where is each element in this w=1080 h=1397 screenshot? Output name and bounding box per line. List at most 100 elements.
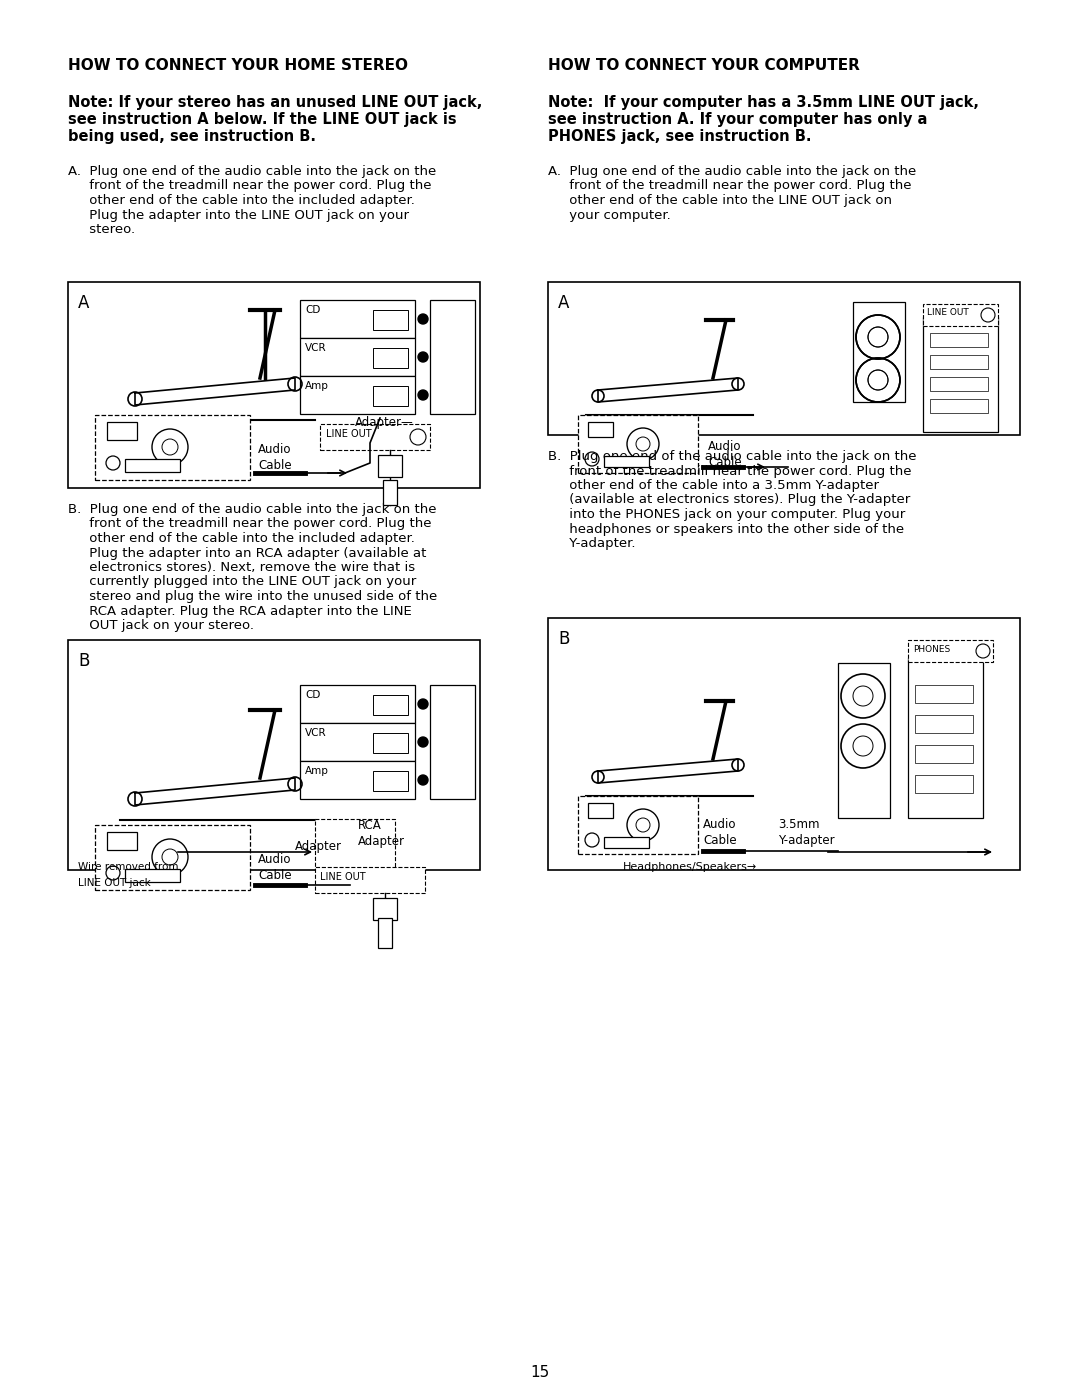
Bar — [320, 425, 430, 450]
Text: headphones or speakers into the other side of the: headphones or speakers into the other si… — [548, 522, 904, 535]
Bar — [95, 415, 249, 481]
Bar — [300, 338, 415, 376]
Text: Audio
Cable: Audio Cable — [703, 819, 737, 847]
Text: see instruction A below. If the LINE OUT jack is: see instruction A below. If the LINE OUT… — [68, 112, 457, 127]
Polygon shape — [598, 379, 738, 402]
Text: Amp: Amp — [305, 381, 329, 391]
Text: other end of the cable into a 3.5mm Y-adapter: other end of the cable into a 3.5mm Y-ad… — [548, 479, 879, 492]
Text: Plug the adapter into an RCA adapter (available at: Plug the adapter into an RCA adapter (av… — [68, 546, 427, 560]
Text: front of the treadmill near the power cord. Plug the: front of the treadmill near the power co… — [548, 179, 912, 193]
Bar — [107, 422, 137, 440]
Bar — [908, 640, 993, 662]
Text: LINE OUT jack: LINE OUT jack — [78, 877, 151, 888]
Bar — [68, 282, 480, 488]
Bar — [915, 775, 973, 793]
Text: electronics stores). Next, remove the wire that is: electronics stores). Next, remove the wi… — [68, 562, 415, 574]
Text: into the PHONES jack on your computer. Plug your: into the PHONES jack on your computer. P… — [548, 509, 905, 521]
Text: B.  Plug one end of the audio cable into the jack on the: B. Plug one end of the audio cable into … — [548, 450, 917, 462]
Text: Audio
Cable: Audio Cable — [258, 854, 292, 882]
Bar — [125, 869, 180, 882]
Text: RCA adapter. Plug the RCA adapter into the LINE: RCA adapter. Plug the RCA adapter into t… — [68, 605, 411, 617]
Bar — [373, 733, 408, 753]
Bar — [373, 898, 397, 921]
Text: Audio
Cable: Audio Cable — [708, 440, 742, 469]
Circle shape — [418, 775, 428, 785]
Circle shape — [418, 698, 428, 710]
Text: B: B — [558, 630, 569, 648]
Text: Headphones/Speakers→: Headphones/Speakers→ — [623, 862, 757, 872]
Circle shape — [418, 352, 428, 362]
Bar — [125, 460, 180, 472]
Text: Adapter: Adapter — [295, 840, 342, 854]
Text: 15: 15 — [530, 1365, 550, 1380]
Text: VCR: VCR — [305, 344, 326, 353]
Bar — [853, 302, 905, 402]
Text: LINE OUT: LINE OUT — [326, 429, 372, 439]
Text: PHONES: PHONES — [913, 645, 950, 654]
Text: Note:  If your computer has a 3.5mm LINE OUT jack,: Note: If your computer has a 3.5mm LINE … — [548, 95, 978, 110]
Bar — [604, 455, 649, 467]
Text: front of the treadmill near the power cord. Plug the: front of the treadmill near the power co… — [68, 179, 432, 193]
Bar — [383, 481, 397, 504]
Text: Y-adapter.: Y-adapter. — [548, 536, 635, 550]
Text: other end of the cable into the included adapter.: other end of the cable into the included… — [68, 194, 415, 207]
Text: stereo.: stereo. — [68, 224, 135, 236]
Bar — [430, 685, 475, 799]
Text: LINE OUT: LINE OUT — [320, 872, 366, 882]
Circle shape — [418, 390, 428, 400]
Bar — [930, 332, 988, 346]
Text: 3.5mm
Y-adapter: 3.5mm Y-adapter — [778, 819, 835, 847]
Bar — [373, 771, 408, 791]
Text: Audio
Cable: Audio Cable — [258, 443, 292, 472]
Text: Plug the adapter into the LINE OUT jack on your: Plug the adapter into the LINE OUT jack … — [68, 208, 409, 222]
Bar — [300, 376, 415, 414]
Text: B.  Plug one end of the audio cable into the jack on the: B. Plug one end of the audio cable into … — [68, 503, 436, 515]
Bar — [838, 664, 890, 819]
Bar — [300, 761, 415, 799]
Polygon shape — [135, 379, 295, 405]
Text: Note: If your stereo has an unused LINE OUT jack,: Note: If your stereo has an unused LINE … — [68, 95, 483, 110]
Polygon shape — [135, 778, 295, 805]
Bar — [373, 310, 408, 330]
Bar — [923, 305, 998, 326]
Text: currently plugged into the LINE OUT jack on your: currently plugged into the LINE OUT jack… — [68, 576, 416, 588]
Bar — [930, 355, 988, 369]
Bar — [95, 826, 249, 890]
Bar — [908, 658, 983, 819]
Bar — [548, 617, 1020, 870]
Bar — [315, 819, 395, 869]
Text: VCR: VCR — [305, 728, 326, 738]
Text: HOW TO CONNECT YOUR HOME STEREO: HOW TO CONNECT YOUR HOME STEREO — [68, 59, 408, 73]
Text: Adapter—: Adapter— — [355, 416, 414, 429]
Bar — [430, 300, 475, 414]
Text: A.  Plug one end of the audio cable into the jack on the: A. Plug one end of the audio cable into … — [548, 165, 916, 177]
Text: HOW TO CONNECT YOUR COMPUTER: HOW TO CONNECT YOUR COMPUTER — [548, 59, 860, 73]
Bar — [930, 377, 988, 391]
Text: RCA
Adapter: RCA Adapter — [357, 819, 405, 848]
Bar — [578, 796, 698, 854]
Text: Wire removed from: Wire removed from — [78, 862, 178, 872]
Text: LINE OUT: LINE OUT — [927, 307, 969, 317]
Bar — [300, 724, 415, 761]
Text: A.  Plug one end of the audio cable into the jack on the: A. Plug one end of the audio cable into … — [68, 165, 436, 177]
Text: CD: CD — [305, 305, 321, 314]
Bar — [548, 282, 1020, 434]
Text: OUT jack on your stereo.: OUT jack on your stereo. — [68, 619, 254, 631]
Bar — [915, 685, 973, 703]
Text: A: A — [558, 293, 569, 312]
Text: your computer.: your computer. — [548, 208, 671, 222]
Text: PHONES jack, see instruction B.: PHONES jack, see instruction B. — [548, 129, 811, 144]
Bar — [378, 455, 402, 476]
Text: Amp: Amp — [305, 766, 329, 775]
Bar — [588, 422, 613, 437]
Bar — [68, 640, 480, 870]
Text: stereo and plug the wire into the unused side of the: stereo and plug the wire into the unused… — [68, 590, 437, 604]
Text: other end of the cable into the LINE OUT jack on: other end of the cable into the LINE OUT… — [548, 194, 892, 207]
Bar — [588, 803, 613, 819]
Bar — [373, 386, 408, 407]
Bar — [107, 833, 137, 849]
Text: other end of the cable into the included adapter.: other end of the cable into the included… — [68, 532, 415, 545]
Text: CD: CD — [305, 690, 321, 700]
Bar — [930, 400, 988, 414]
Bar — [373, 694, 408, 715]
